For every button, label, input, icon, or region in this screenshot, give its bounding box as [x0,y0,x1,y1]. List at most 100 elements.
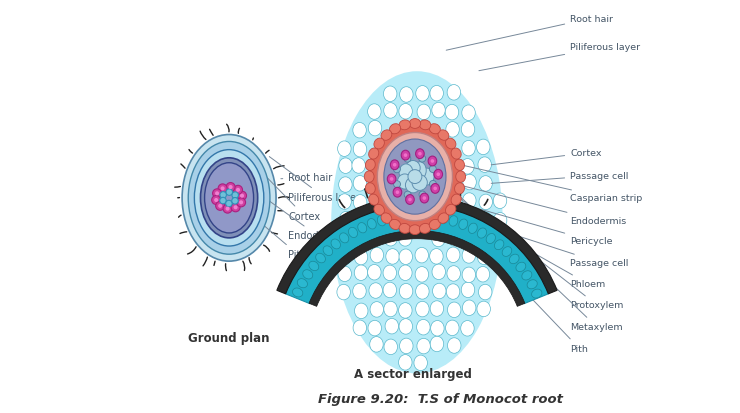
Ellipse shape [381,131,391,141]
Ellipse shape [437,173,440,177]
Ellipse shape [370,248,383,263]
Circle shape [234,206,238,210]
Ellipse shape [374,205,384,216]
Ellipse shape [399,164,413,181]
Ellipse shape [398,231,412,247]
Ellipse shape [420,121,431,131]
Ellipse shape [420,224,431,234]
Ellipse shape [430,249,443,264]
Ellipse shape [404,192,411,199]
Ellipse shape [527,280,537,289]
Ellipse shape [393,188,402,197]
Ellipse shape [416,284,429,299]
Ellipse shape [445,122,460,138]
Ellipse shape [516,263,526,272]
Ellipse shape [383,266,397,281]
Ellipse shape [385,319,399,334]
Ellipse shape [339,159,352,174]
Ellipse shape [454,160,465,171]
Ellipse shape [369,214,383,229]
Ellipse shape [419,169,434,185]
Ellipse shape [400,284,413,299]
Text: Protoxylem: Protoxylem [437,181,624,310]
Ellipse shape [448,338,461,354]
Ellipse shape [461,231,474,247]
Ellipse shape [478,212,491,228]
Ellipse shape [434,170,443,180]
Ellipse shape [409,225,420,235]
Ellipse shape [417,339,431,354]
Ellipse shape [477,249,491,265]
Ellipse shape [409,119,420,129]
Ellipse shape [491,231,505,246]
Ellipse shape [461,159,474,175]
Ellipse shape [381,214,391,224]
Ellipse shape [448,231,461,247]
Ellipse shape [297,279,307,288]
Ellipse shape [462,193,476,209]
Ellipse shape [400,338,413,354]
Ellipse shape [476,267,490,282]
Ellipse shape [449,216,458,227]
Ellipse shape [433,284,446,299]
Ellipse shape [419,211,427,222]
Text: A sector enlarged: A sector enlarged [354,368,472,380]
Ellipse shape [430,301,444,316]
Wedge shape [277,196,557,294]
Ellipse shape [431,184,440,194]
Ellipse shape [397,175,412,190]
Ellipse shape [416,150,424,159]
Ellipse shape [399,303,412,318]
Circle shape [237,198,246,207]
Ellipse shape [416,301,429,317]
Ellipse shape [387,175,396,184]
Ellipse shape [332,72,502,373]
Text: Phloem: Phloem [441,201,605,288]
Ellipse shape [423,197,426,200]
Ellipse shape [479,176,492,192]
Text: Pith: Pith [246,210,307,259]
Ellipse shape [292,288,303,297]
Ellipse shape [477,301,491,317]
Ellipse shape [417,105,431,121]
Ellipse shape [414,162,426,180]
Ellipse shape [303,270,313,279]
Ellipse shape [462,141,475,157]
Ellipse shape [354,250,368,265]
Ellipse shape [309,261,319,271]
Ellipse shape [338,266,352,282]
Ellipse shape [448,302,461,318]
Ellipse shape [366,183,375,195]
Ellipse shape [401,151,410,161]
Text: Root hair: Root hair [281,173,332,183]
Ellipse shape [415,248,428,263]
Text: Pericycle: Pericycle [454,202,613,246]
Ellipse shape [366,160,375,171]
Ellipse shape [432,264,445,280]
Circle shape [234,186,243,195]
Circle shape [212,190,221,198]
Ellipse shape [416,86,429,102]
Circle shape [232,192,238,199]
Ellipse shape [477,140,490,155]
Ellipse shape [400,88,413,103]
Ellipse shape [447,85,460,101]
Ellipse shape [461,282,475,298]
Ellipse shape [369,121,382,137]
Ellipse shape [477,228,487,239]
Ellipse shape [182,135,276,261]
Ellipse shape [406,195,414,205]
Ellipse shape [459,219,468,230]
Text: Piliferous layer: Piliferous layer [479,43,640,71]
Wedge shape [286,206,548,304]
Ellipse shape [397,212,406,222]
Text: Ground plan: Ground plan [189,331,270,344]
Ellipse shape [355,230,369,246]
Ellipse shape [370,337,383,352]
Ellipse shape [462,300,476,316]
Ellipse shape [399,104,412,120]
Ellipse shape [439,214,448,224]
Ellipse shape [415,267,428,282]
Ellipse shape [408,211,417,222]
Circle shape [220,198,226,204]
